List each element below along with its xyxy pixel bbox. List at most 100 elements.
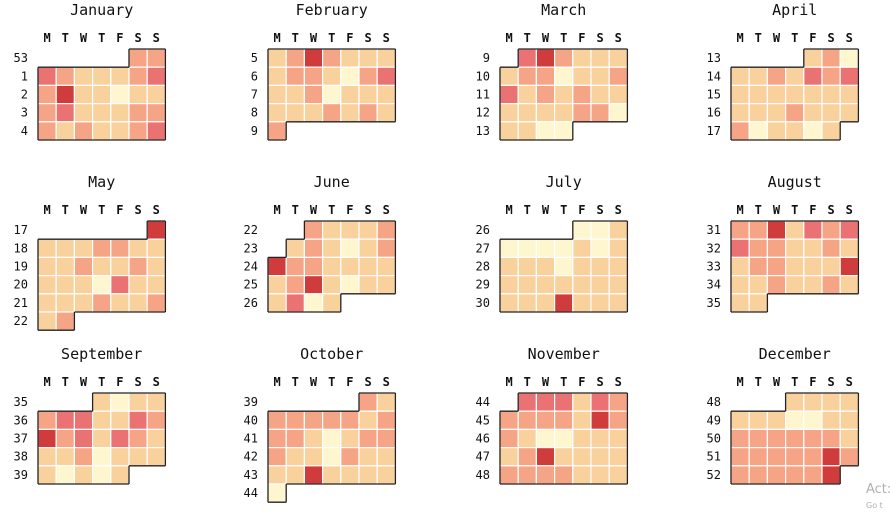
day-cell	[821, 447, 841, 467]
day-cell	[730, 220, 750, 240]
day-cell	[730, 410, 750, 431]
day-cell	[110, 238, 130, 258]
week-number-label: 15	[707, 88, 721, 102]
week-number-label: 33	[707, 260, 721, 274]
day-cell	[267, 256, 287, 277]
weekday-label: M	[736, 375, 743, 389]
day-cell	[358, 465, 378, 485]
week-number-label: 28	[476, 260, 490, 274]
week-number-label: 50	[707, 432, 721, 446]
day-cell	[322, 465, 342, 485]
week-number-label: 9	[251, 124, 258, 138]
week-number-label: 45	[476, 413, 490, 427]
day-cell	[730, 121, 750, 141]
day-cell	[748, 256, 769, 277]
day-cell	[285, 84, 306, 105]
day-cell	[766, 275, 787, 295]
day-cell	[517, 238, 538, 258]
day-cell	[590, 220, 610, 240]
day-cell	[766, 121, 787, 141]
day-cell	[839, 392, 860, 412]
day-cell	[303, 275, 324, 295]
week-number-label: 29	[476, 278, 490, 292]
month-title: September	[61, 345, 142, 363]
day-cell	[146, 102, 166, 123]
week-number-label: 4	[21, 124, 28, 138]
day-cell	[55, 256, 76, 277]
day-cell	[572, 84, 592, 105]
month-outline	[267, 220, 397, 313]
day-cell	[128, 102, 148, 123]
day-cell	[608, 84, 629, 105]
day-cell	[322, 102, 342, 123]
month-title: February	[296, 1, 368, 19]
day-cell	[37, 84, 57, 105]
day-cell	[91, 447, 112, 467]
week-number-label: 19	[14, 260, 28, 274]
day-cell	[322, 256, 342, 277]
weekday-label: S	[596, 31, 603, 45]
day-cell	[784, 121, 805, 141]
activation-watermark: Act: Go t	[866, 482, 890, 514]
day-cell	[499, 410, 519, 431]
day-cell	[110, 465, 130, 485]
day-cell	[590, 410, 610, 431]
day-cell	[73, 465, 94, 485]
week-number-label: 7	[251, 88, 258, 102]
day-cell	[376, 102, 397, 123]
weekday-label: S	[846, 375, 853, 389]
day-cell	[590, 238, 610, 258]
weekday-label: S	[615, 203, 622, 217]
watermark-line1: Act:	[866, 482, 890, 497]
day-cell	[110, 66, 130, 86]
day-cell	[55, 428, 76, 449]
week-number-label: 26	[244, 296, 258, 310]
day-cell	[803, 256, 823, 277]
weekday-label: M	[273, 203, 280, 217]
day-cell	[608, 410, 629, 431]
day-cell	[517, 121, 538, 141]
day-cell	[128, 410, 148, 431]
weekday-label: F	[346, 203, 353, 217]
weekday-label: W	[542, 31, 550, 45]
day-cell	[55, 121, 76, 141]
day-cell	[37, 275, 57, 295]
day-cell	[608, 102, 629, 123]
day-cell	[748, 447, 769, 467]
day-cell	[517, 66, 538, 86]
day-cell	[376, 275, 397, 295]
week-number-label: 11	[476, 88, 490, 102]
day-cell	[535, 465, 556, 485]
week-number-label: 12	[476, 106, 490, 120]
day-cell	[766, 238, 787, 258]
weekday-label: T	[292, 375, 299, 389]
month-title: July	[546, 173, 582, 191]
day-cell	[590, 392, 610, 412]
month-title: April	[772, 1, 817, 19]
weekday-label: M	[736, 31, 743, 45]
month-outline	[267, 392, 397, 503]
day-cell	[358, 392, 378, 412]
week-number-label: 8	[251, 106, 258, 120]
day-cell	[572, 410, 592, 431]
day-cell	[803, 66, 823, 86]
week-number-label: 3	[21, 106, 28, 120]
day-cell	[340, 102, 360, 123]
day-cell	[73, 410, 94, 431]
day-cell	[110, 392, 130, 412]
day-cell	[285, 275, 306, 295]
day-cell	[784, 392, 805, 412]
day-cell	[730, 102, 750, 123]
day-cell	[608, 256, 629, 277]
day-cell	[37, 428, 57, 449]
day-cell	[553, 465, 574, 485]
weekday-label: F	[809, 203, 816, 217]
day-cell	[590, 84, 610, 105]
weekday-label: T	[755, 31, 762, 45]
day-cell	[766, 102, 787, 123]
day-cell	[376, 392, 397, 412]
day-cell	[110, 293, 130, 313]
day-cell	[110, 256, 130, 277]
